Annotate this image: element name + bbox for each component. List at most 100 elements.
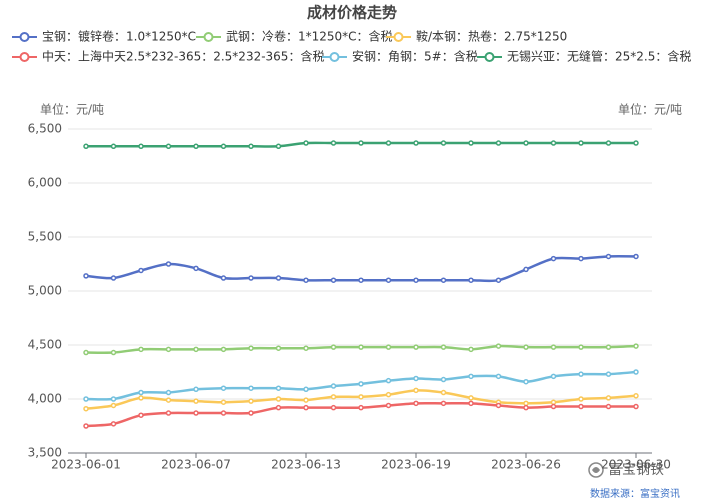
x-tick-label: 2023-06-13 <box>271 458 341 472</box>
data-point <box>193 386 199 393</box>
legend-label: 安钢：角钢：5#：含税 <box>352 49 478 64</box>
data-point <box>468 400 474 407</box>
y-tick-label: 3,500 <box>28 446 62 460</box>
data-point <box>523 266 529 273</box>
data-point <box>303 386 309 393</box>
x-tick-label: 2023-06-01 <box>51 458 121 472</box>
y-tick-label: 6,000 <box>28 176 62 190</box>
watermark-icon <box>588 462 604 478</box>
data-point <box>578 371 584 377</box>
legend-icon <box>19 32 30 42</box>
data-point <box>605 403 612 410</box>
y-tick-label: 5,500 <box>28 230 62 244</box>
data-point <box>110 402 117 409</box>
data-point <box>385 377 392 384</box>
data-point <box>248 398 254 404</box>
data-point <box>275 404 282 411</box>
data-point <box>550 255 557 262</box>
data-point <box>605 140 612 146</box>
data-point <box>220 385 227 391</box>
data-point <box>358 277 364 283</box>
data-point <box>248 410 254 416</box>
data-point <box>83 273 89 279</box>
data-point <box>303 404 309 411</box>
data-point <box>468 395 474 401</box>
data-point <box>385 402 392 409</box>
data-point <box>110 421 117 427</box>
data-point <box>275 143 282 150</box>
data-point <box>605 395 612 401</box>
data-point <box>385 344 392 350</box>
data-point <box>468 346 474 353</box>
watermark: 富宝钢铁 <box>608 461 664 478</box>
data-point <box>440 389 447 396</box>
data-point <box>550 344 557 350</box>
data-point <box>468 140 474 146</box>
y2-unit: 单位：元/吨 <box>618 102 682 117</box>
data-point <box>358 404 364 411</box>
data-point <box>413 140 419 146</box>
legend-label: 宝钢：镀锌卷：1.0*1250*C <box>42 29 196 44</box>
data-point <box>303 345 309 351</box>
y-tick-label: 4,000 <box>28 392 62 406</box>
data-point <box>385 277 392 283</box>
legend-icon <box>19 52 30 62</box>
data-point <box>275 385 282 391</box>
data-point <box>248 345 254 351</box>
data-point <box>83 143 89 150</box>
data-point <box>275 396 282 402</box>
data-point <box>440 277 447 283</box>
data-point <box>550 399 557 405</box>
x-tick-label: 2023-06-26 <box>491 458 561 472</box>
data-point <box>248 275 254 281</box>
data-point <box>83 405 89 412</box>
legend-icon <box>393 32 404 42</box>
data-point <box>633 393 639 399</box>
data-point <box>468 277 474 283</box>
data-point <box>495 343 502 349</box>
y-tick-label: 5,000 <box>28 284 62 298</box>
data-point <box>110 143 117 150</box>
data-point <box>193 398 199 404</box>
legend-label: 中天：上海中天2.5*232-365：2.5*232-365：含税 <box>42 49 324 64</box>
data-point <box>303 397 309 403</box>
data-point <box>440 400 447 407</box>
data-point <box>165 389 172 396</box>
data-point <box>440 376 447 383</box>
legend-icon <box>329 52 340 62</box>
data-point <box>413 375 419 382</box>
data-point <box>440 344 447 350</box>
data-point <box>83 396 89 402</box>
data-point <box>523 344 529 350</box>
data-point <box>165 410 172 416</box>
y-tick-label: 6,500 <box>28 122 62 136</box>
data-point <box>138 346 144 353</box>
data-point <box>275 275 282 281</box>
data-point <box>358 394 364 400</box>
data-point <box>330 277 337 283</box>
data-point <box>523 140 529 146</box>
data-point <box>605 344 612 350</box>
data-point <box>468 373 474 380</box>
data-point <box>440 140 447 146</box>
chart-title: 成材价格走势 <box>307 4 397 22</box>
data-point <box>495 277 502 283</box>
data-point <box>110 349 117 356</box>
data-point <box>193 410 199 416</box>
data-point <box>413 400 419 407</box>
data-point <box>303 277 309 283</box>
y-tick-label: 4,500 <box>28 338 62 352</box>
data-point <box>248 385 254 391</box>
data-point <box>633 369 639 375</box>
data-point <box>523 404 529 411</box>
data-point <box>220 275 227 281</box>
data-point <box>523 378 529 385</box>
data-point <box>358 140 364 146</box>
data-point <box>220 410 227 416</box>
data-point <box>550 403 557 410</box>
data-point <box>138 389 144 396</box>
data-point <box>633 403 639 410</box>
data-point <box>220 143 227 150</box>
data-point <box>330 394 337 400</box>
